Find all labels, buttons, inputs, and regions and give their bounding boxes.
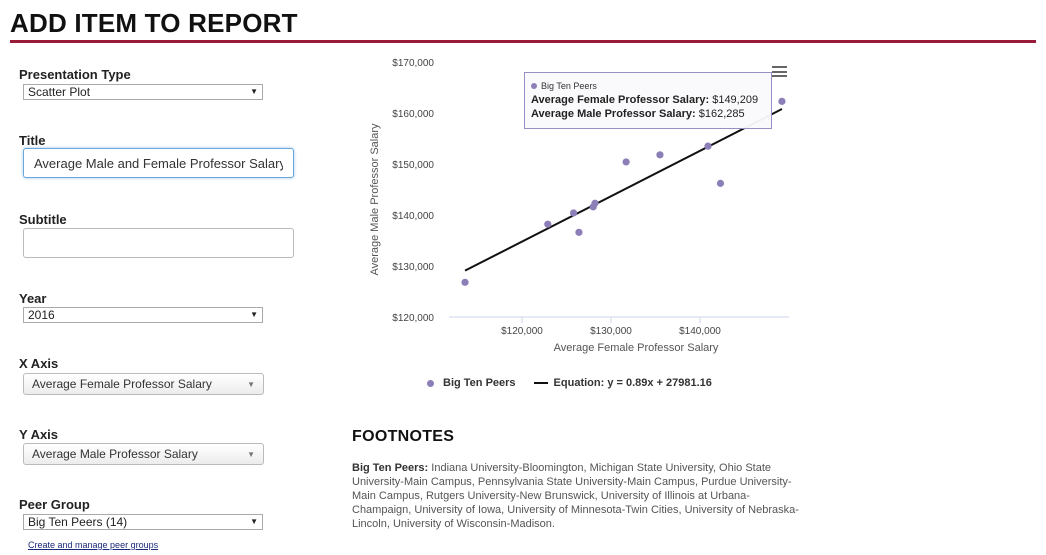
y-tick-label: $130,000 — [392, 262, 434, 273]
x-axis-select[interactable]: Average Female Professor Salary ▼ — [23, 373, 264, 395]
year-value: 2016 — [28, 308, 55, 322]
y-axis-title: Average Male Professor Salary — [369, 123, 381, 276]
presentation-type-value: Scatter Plot — [28, 85, 91, 99]
x-axis-title: Average Female Professor Salary — [554, 342, 719, 354]
title-divider — [10, 40, 1036, 43]
data-point[interactable] — [704, 142, 712, 150]
data-point[interactable] — [716, 179, 725, 187]
presentation-type-label: Presentation Type — [19, 67, 131, 82]
data-point[interactable] — [591, 199, 599, 207]
tooltip-x-label: Average Female Professor Salary — [531, 94, 706, 106]
page-title: ADD ITEM TO REPORT — [10, 8, 298, 38]
title-input[interactable] — [23, 148, 294, 178]
chevron-down-icon: ▼ — [247, 449, 255, 459]
y-tick-label: $170,000 — [392, 58, 434, 69]
y-tick-label: $150,000 — [392, 160, 434, 171]
y-axis-select[interactable]: Average Male Professor Salary ▼ — [23, 443, 264, 465]
title-label: Title — [19, 133, 46, 148]
chevron-down-icon: ▼ — [250, 310, 258, 319]
x-axis-label: X Axis — [19, 356, 59, 371]
y-tick-label: $140,000 — [392, 211, 434, 222]
tooltip-y-row: Average Male Professor Salary: $162,285 — [531, 108, 745, 120]
y-axis-value: Average Male Professor Salary — [32, 447, 198, 461]
data-point[interactable] — [575, 228, 583, 236]
peer-group-select[interactable]: Big Ten Peers (14) ▼ — [23, 514, 263, 530]
footnotes-title: FOOTNOTES — [352, 428, 455, 445]
scatter-chart: $120,000 $130,000 $140,000 $150,000 $160,000… — [369, 58, 789, 354]
data-point[interactable] — [656, 151, 664, 159]
data-point[interactable] — [570, 209, 578, 217]
tooltip-y-value: $162,285 — [698, 108, 745, 120]
y-tick-label: $160,000 — [392, 109, 434, 120]
chevron-down-icon: ▼ — [247, 379, 255, 389]
subtitle-label: Subtitle — [19, 212, 67, 227]
data-point[interactable] — [622, 158, 630, 166]
chevron-down-icon: ▼ — [250, 517, 258, 526]
chevron-down-icon: ▼ — [250, 87, 258, 96]
tooltip-y-label: Average Male Professor Salary — [531, 108, 693, 120]
legend-series-name[interactable]: Big Ten Peers — [443, 377, 516, 389]
chart-container: $120,000 $130,000 $140,000 $150,000 $160,000… — [352, 52, 798, 412]
legend-line-icon — [533, 382, 548, 384]
chart-tooltip: Big Ten Peers Average Female Professor S… — [524, 72, 772, 129]
y-tick-label: $120,000 — [392, 313, 434, 324]
chart-legend: Big Ten Peers Equation: y = 0.89x + 2798… — [427, 377, 712, 389]
hamburger-menu-icon[interactable] — [772, 66, 787, 78]
year-select[interactable]: 2016 ▼ — [23, 307, 263, 323]
footnote-text: Big Ten Peers: Indiana University-Bloomi… — [352, 461, 802, 531]
x-tick-label: $120,000 — [501, 326, 543, 337]
data-point[interactable] — [778, 97, 786, 105]
year-label: Year — [19, 291, 47, 306]
data-point[interactable] — [544, 220, 552, 228]
footnote-body: Indiana University-Bloomington, Michigan… — [352, 462, 799, 530]
presentation-type-select[interactable]: Scatter Plot ▼ — [23, 84, 263, 100]
y-axis-label: Y Axis — [19, 427, 59, 442]
tooltip-series: Big Ten Peers — [531, 81, 765, 91]
legend-trendline-name[interactable]: Equation: y = 0.89x + 27981.16 — [553, 377, 712, 389]
footnote-label: Big Ten Peers: — [352, 462, 429, 474]
series-dot-icon — [531, 83, 537, 89]
tooltip-x-row: Average Female Professor Salary: $149,20… — [531, 94, 759, 106]
trendline — [464, 108, 783, 272]
peer-group-value: Big Ten Peers (14) — [28, 515, 128, 529]
tooltip-x-value: $149,209 — [712, 94, 759, 106]
subtitle-input[interactable] — [23, 228, 294, 258]
x-tick-label: $130,000 — [590, 326, 632, 337]
x-axis-value: Average Female Professor Salary — [32, 377, 212, 391]
legend-dot-icon — [427, 379, 434, 387]
manage-peer-groups-link[interactable]: Create and manage peer groups — [28, 540, 159, 550]
peer-group-label: Peer Group — [19, 497, 90, 512]
data-point[interactable] — [461, 278, 469, 286]
tooltip-series-name: Big Ten Peers — [541, 81, 597, 91]
x-tick-label: $140,000 — [679, 326, 721, 337]
